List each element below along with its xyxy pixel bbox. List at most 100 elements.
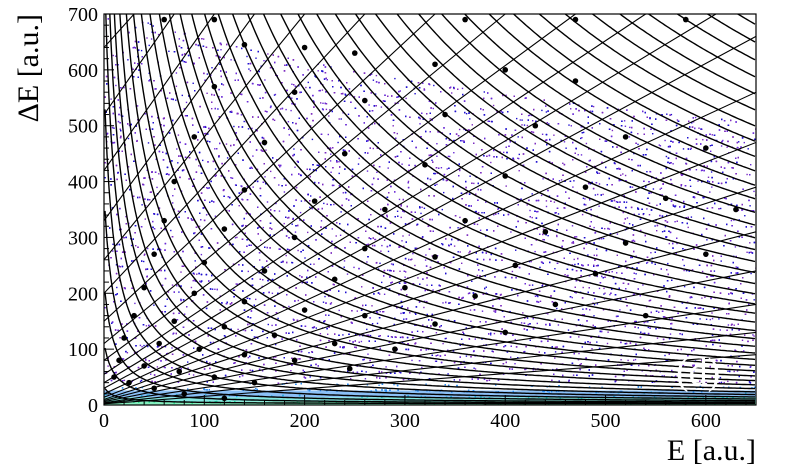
density-point xyxy=(313,263,315,265)
density-point xyxy=(338,118,340,120)
density-point xyxy=(310,195,312,197)
density-point xyxy=(438,373,440,375)
density-point xyxy=(110,98,112,100)
density-point xyxy=(582,286,584,289)
density-point xyxy=(528,260,531,263)
density-point xyxy=(710,150,712,152)
density-point xyxy=(570,108,572,110)
density-point xyxy=(135,245,137,247)
density-point xyxy=(556,368,558,370)
density-point xyxy=(355,175,357,177)
density-point xyxy=(320,102,322,104)
density-point xyxy=(633,152,635,155)
density-point xyxy=(328,115,330,117)
density-point xyxy=(187,320,190,322)
density-point xyxy=(505,94,507,96)
density-point xyxy=(273,119,276,121)
density-point xyxy=(170,229,172,232)
density-point xyxy=(568,379,570,381)
density-point xyxy=(667,262,669,265)
density-point xyxy=(267,53,269,55)
density-point xyxy=(214,168,217,170)
density-point xyxy=(261,285,263,288)
density-point xyxy=(149,23,152,25)
density-point xyxy=(531,284,534,286)
density-point xyxy=(536,322,538,325)
density-point xyxy=(309,263,312,265)
density-point xyxy=(300,200,303,202)
density-point xyxy=(192,374,195,376)
density-point xyxy=(663,375,665,377)
density-point xyxy=(667,359,669,362)
density-point xyxy=(481,270,484,272)
density-point xyxy=(396,132,398,135)
density-point xyxy=(375,74,378,77)
density-point xyxy=(399,336,402,339)
density-point xyxy=(370,214,372,216)
density-point xyxy=(457,227,459,229)
density-point xyxy=(713,270,716,272)
density-point xyxy=(394,77,396,80)
density-point xyxy=(588,160,590,162)
density-point xyxy=(307,69,309,71)
density-point xyxy=(629,126,631,129)
density-point xyxy=(358,157,360,160)
density-point xyxy=(431,255,433,257)
density-point xyxy=(633,240,636,242)
density-point xyxy=(518,153,520,156)
density-point xyxy=(698,127,700,129)
density-point xyxy=(286,217,289,219)
density-point xyxy=(646,171,648,173)
density-point xyxy=(255,57,257,59)
density-point xyxy=(588,386,591,388)
density-point xyxy=(115,55,117,57)
density-point xyxy=(538,351,540,353)
density-point xyxy=(531,216,533,219)
density-point xyxy=(471,280,473,282)
density-point xyxy=(190,286,193,289)
density-point xyxy=(217,108,219,110)
density-point xyxy=(383,293,386,295)
density-point xyxy=(398,371,401,374)
density-point xyxy=(265,149,267,151)
density-point xyxy=(429,83,431,86)
density-point xyxy=(266,201,269,203)
density-point xyxy=(638,213,640,215)
density-point xyxy=(744,334,746,336)
density-point xyxy=(379,262,381,264)
density-point xyxy=(107,365,109,367)
density-point xyxy=(290,109,292,112)
density-point xyxy=(366,170,369,172)
density-point xyxy=(611,129,614,132)
density-point xyxy=(291,223,293,225)
density-point xyxy=(145,325,148,327)
density-point xyxy=(423,306,425,309)
density-point xyxy=(305,86,307,89)
density-point xyxy=(683,264,685,267)
density-point xyxy=(514,363,516,365)
density-point xyxy=(339,234,342,236)
density-point xyxy=(481,212,483,214)
density-point xyxy=(324,295,326,298)
density-point xyxy=(397,102,399,104)
density-point xyxy=(234,184,237,186)
density-point xyxy=(442,342,444,345)
density-point xyxy=(727,324,730,326)
density-point xyxy=(400,306,402,308)
density-point xyxy=(330,171,332,173)
density-point xyxy=(690,216,693,218)
density-point xyxy=(580,154,583,156)
density-point xyxy=(204,388,206,391)
density-point xyxy=(152,25,154,27)
density-point xyxy=(219,295,221,297)
density-point xyxy=(719,329,721,331)
density-point xyxy=(411,359,413,362)
density-point xyxy=(582,197,585,199)
density-point xyxy=(175,85,178,87)
density-point xyxy=(342,192,344,194)
density-point xyxy=(176,148,178,150)
density-point xyxy=(704,296,706,298)
density-point xyxy=(631,256,633,259)
density-point xyxy=(596,341,598,343)
